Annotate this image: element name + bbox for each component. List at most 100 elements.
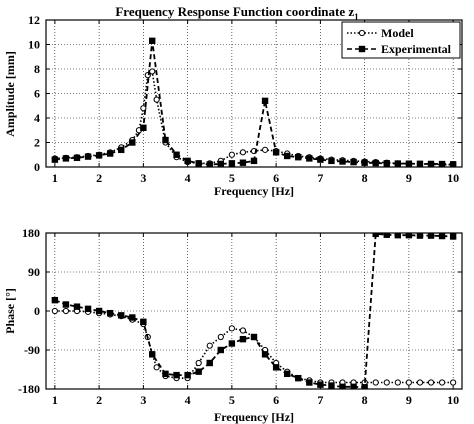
amplitude-experimental-point — [62, 155, 70, 162]
amplitude-x-tick-label: 7 — [317, 171, 323, 185]
amplitude-experimental-point — [195, 160, 202, 167]
phase-x-tick-label: 5 — [229, 393, 235, 407]
amplitude-model-point — [149, 68, 156, 75]
amplitude-x-tick-label: 3 — [140, 171, 146, 185]
phase-experimental-point — [295, 374, 302, 382]
phase-x-tick-label: 4 — [185, 393, 191, 407]
phase-experimental-point — [272, 364, 280, 371]
amplitude-y-tick-label: 8 — [34, 62, 40, 76]
phase-model-point — [372, 379, 379, 386]
phase-experimental-point — [84, 305, 92, 313]
phase-x-tick-label: 7 — [317, 393, 323, 407]
amplitude-experimental-point — [184, 157, 191, 165]
phase-experimental-point — [283, 370, 291, 378]
phase-experimental-point — [162, 370, 169, 378]
amplitude-y-tick-label: 2 — [34, 136, 40, 150]
phase-experimental-point — [195, 368, 202, 375]
amplitude-experimental-point — [129, 139, 136, 146]
legend-entry-model: Model — [381, 26, 414, 40]
phase-series-experimental-line — [54, 233, 454, 389]
amplitude-experimental-point — [250, 157, 258, 165]
phase-model-point — [217, 333, 224, 341]
amplitude-experimental-point — [306, 155, 313, 162]
phase-experimental-point — [328, 382, 335, 389]
amplitude-model-point — [140, 105, 147, 112]
amplitude-experimental-point — [217, 160, 225, 167]
phase-model-point — [51, 307, 58, 315]
amplitude-experimental-point — [95, 152, 103, 159]
amplitude-x-axis-label: Frequency [Hz] — [214, 184, 294, 198]
phase-model-point — [228, 325, 235, 332]
legend: Model Experimental — [341, 21, 461, 59]
amplitude-model-point — [228, 151, 235, 158]
phase-experimental-point — [62, 301, 70, 308]
phase-x-tick-label: 2 — [96, 393, 102, 407]
amplitude-x-tick-label: 2 — [96, 171, 102, 185]
amplitude-x-tick-label: 4 — [185, 171, 191, 185]
phase-x-tick-label: 8 — [362, 393, 368, 407]
amplitude-experimental-point — [361, 159, 368, 166]
amplitude-experimental-point — [438, 160, 446, 167]
amplitude-experimental-point — [394, 160, 402, 167]
phase-experimental-point — [140, 318, 147, 326]
phase-model-point — [394, 379, 401, 386]
amplitude-experimental-point — [328, 157, 335, 165]
legend-model-marker — [358, 29, 366, 37]
amplitude-x-tick-label: 10 — [447, 171, 459, 185]
amplitude-experimental-point — [350, 158, 357, 166]
amplitude-experimental-point — [416, 160, 424, 167]
amplitude-x-tick-label: 5 — [229, 171, 235, 185]
phase-model-point — [153, 364, 160, 371]
amplitude-experimental-point — [118, 146, 125, 154]
amplitude-experimental-point — [272, 149, 280, 156]
phase-experimental-point — [339, 383, 346, 389]
amplitude-experimental-point — [261, 97, 269, 105]
phase-model-point — [206, 342, 213, 349]
phase-experimental-point — [106, 309, 114, 317]
amplitude-series-model-line — [54, 69, 454, 166]
amplitude-y-tick-label: 12 — [28, 13, 40, 27]
amplitude-model-point — [153, 96, 160, 103]
amplitude-y-tick-label: 4 — [34, 111, 40, 125]
legend-experimental-marker — [358, 45, 366, 53]
phase-series-model-line — [54, 310, 454, 384]
phase-model-point — [438, 379, 446, 386]
amplitude-model-point — [239, 149, 247, 156]
amplitude-y-tick-label: 10 — [28, 38, 40, 52]
phase-x-tick-label: 3 — [140, 393, 146, 407]
legend-entry-experimental: Experimental — [381, 42, 452, 56]
phase-x-tick-label: 1 — [52, 393, 58, 407]
chart-title: Frequency Response Function coordinate z… — [115, 4, 359, 22]
amplitude-experimental-point — [295, 154, 302, 161]
phase-x-tick-label: 6 — [273, 393, 279, 407]
amplitude-experimental-point — [162, 136, 169, 144]
phase-model-point — [239, 327, 247, 334]
phase-experimental-point — [129, 314, 136, 321]
phase-y-tick-label: 0 — [34, 304, 40, 318]
phase-experimental-point — [394, 233, 402, 239]
phase-y-axis-label: Phase [°] — [3, 288, 17, 334]
amplitude-x-tick-label: 8 — [362, 171, 368, 185]
amplitude-x-tick-label: 6 — [273, 171, 279, 185]
phase-y-tick-label: 90 — [28, 265, 40, 279]
phase-model-point — [450, 379, 457, 386]
phase-y-tick-label: -180 — [18, 382, 40, 396]
amplitude-y-tick-label: 6 — [34, 87, 40, 101]
amplitude-x-tick-label: 9 — [406, 171, 412, 185]
phase-experimental-point — [173, 371, 180, 379]
phase-experimental-point — [427, 233, 435, 239]
amplitude-experimental-point — [73, 154, 81, 162]
amplitude-model-point — [261, 146, 269, 153]
phase-experimental-point — [73, 303, 81, 310]
amplitude-series-experimental-line — [54, 40, 454, 166]
phase-experimental-point — [118, 312, 125, 319]
phase-experimental-point — [228, 340, 236, 347]
amplitude-y-axis-label: Amplitude [mm] — [3, 51, 17, 137]
amplitude-experimental-point — [140, 124, 147, 131]
amplitude-x-tick-label: 1 — [52, 171, 58, 185]
phase-experimental-point — [149, 351, 156, 358]
phase-model-point — [416, 379, 424, 386]
phase-chart: 1 2 3 4 5 6 7 8 9 10 180 90 0 -90 -180 — [18, 226, 463, 407]
amplitude-experimental-point — [283, 152, 291, 160]
